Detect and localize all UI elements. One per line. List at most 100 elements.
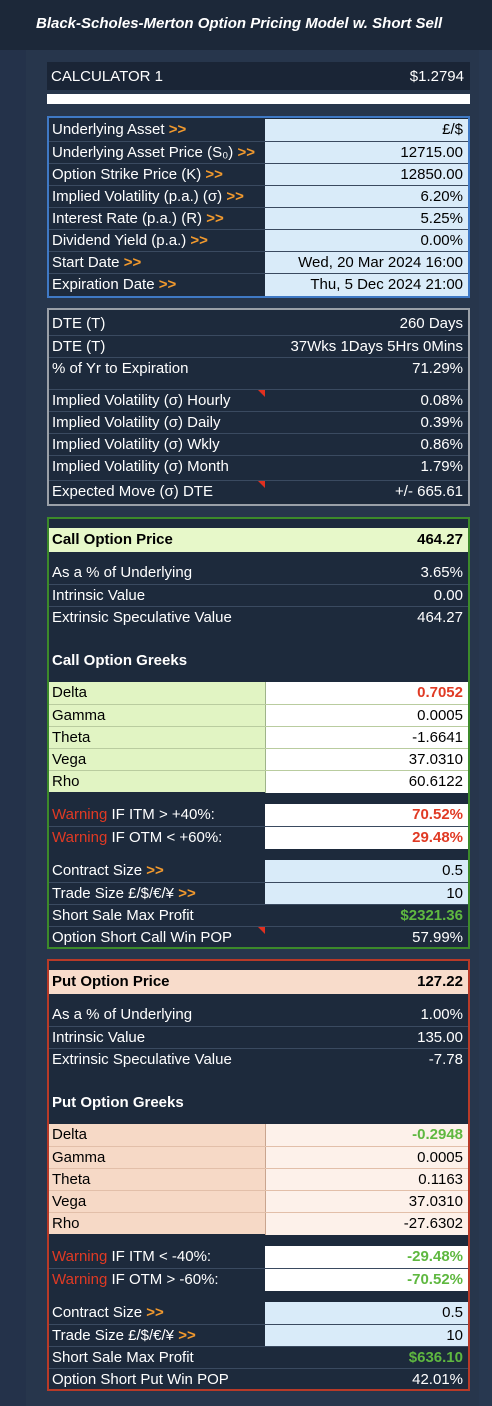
input-cell[interactable] — [265, 1302, 468, 1324]
input-value: 12850.00 — [400, 166, 463, 183]
row-label: Option Short Put Win POP — [52, 1371, 229, 1388]
put-max-profit-row: Short Sale Max Profit $636.10 — [49, 1346, 468, 1369]
row-value: 0.39% — [420, 414, 463, 431]
arrow-icon: >> — [146, 1304, 164, 1321]
warning-word: Warning — [52, 1271, 108, 1288]
input-cell[interactable] — [265, 274, 468, 296]
greek-label: Vega — [52, 751, 87, 768]
greek-label: Theta — [52, 1171, 91, 1188]
arrow-icon: >> — [205, 166, 223, 183]
input-row-start-date[interactable]: Start Date >> Wed, 20 Mar 2024 16:00 — [49, 251, 468, 274]
warning-label: IF ITM < -40%: — [107, 1248, 212, 1265]
row-label: Intrinsic Value — [52, 587, 146, 604]
input-cell[interactable] — [265, 208, 468, 230]
row-value: 0.00 — [433, 587, 463, 604]
input-row-asset[interactable]: Underlying Asset >> £/$ — [49, 119, 468, 141]
put-contract-size-row[interactable]: Contract Size >> 0.5 — [49, 1302, 468, 1324]
input-value: 5.25% — [420, 210, 463, 227]
warning-value: -29.48% — [407, 1248, 463, 1265]
put-price-value: 127.22 — [417, 973, 463, 990]
row-value: 1.00% — [420, 1006, 463, 1023]
comment-indicator-icon — [258, 390, 265, 397]
dte-weeks-row: DTE (T) 37Wks 1Days 5Hrs 0Mins — [49, 335, 468, 358]
put-price-row: Put Option Price 127.22 — [49, 970, 468, 994]
greek-value: 0.7052 — [417, 684, 463, 701]
row-value: +/- 665.61 — [395, 483, 463, 500]
call-trade-size-row[interactable]: Trade Size £/$/€/¥ >> 10 — [49, 882, 468, 905]
input-cell[interactable] — [265, 142, 468, 164]
row-value: 1.79% — [420, 458, 463, 475]
input-value: 0.00% — [420, 232, 463, 249]
row-value: 71.29% — [412, 360, 463, 377]
input-row-price[interactable]: Underlying Asset Price (S₀) >> 12715.00 — [49, 141, 468, 164]
put-trade-size-row[interactable]: Trade Size £/$/€/¥ >> 10 — [49, 1324, 468, 1347]
put-greeks-table: Delta -0.2948 Gamma 0.0005 Theta 0.1163 Veg… — [49, 1124, 468, 1235]
greek-label: Theta — [52, 729, 91, 746]
call-warning-itm-row: Warning IF ITM > +40%: 70.52% — [49, 804, 468, 826]
iv-monthly-row: Implied Volatility (σ) Month 1.79% — [49, 455, 468, 478]
greek-label: Rho — [52, 773, 80, 790]
put-stat-row: Extrinsic Speculative Value -7.78 — [49, 1048, 468, 1071]
row-label: As a % of Underlying — [52, 1006, 193, 1023]
input-label: Expiration Date — [52, 276, 155, 293]
input-row-strike[interactable]: Option Strike Price (K) >> 12850.00 — [49, 163, 468, 186]
input-value: Wed, 20 Mar 2024 16:00 — [298, 254, 463, 271]
warning-label: IF OTM < +60%: — [107, 829, 223, 846]
arrow-icon: >> — [158, 276, 177, 293]
row-value: -7.78 — [428, 1051, 463, 1068]
comment-indicator-icon — [258, 481, 265, 488]
greek-label: Delta — [52, 684, 88, 701]
row-label: Trade Size £/$/€/¥ — [52, 885, 175, 902]
input-label: Underlying Asset Price (S₀) — [52, 144, 234, 161]
row-label: Implied Volatility (σ) Hourly — [52, 392, 231, 409]
iv-daily-row: Implied Volatility (σ) Daily 0.39% — [49, 411, 468, 434]
put-option-panel: Put Option Price 127.22 As a % of Underly… — [47, 959, 470, 1391]
greek-row-gamma: Gamma 0.0005 — [49, 1146, 468, 1169]
arrow-icon: >> — [178, 1327, 196, 1344]
arrow-icon: >> — [237, 144, 255, 161]
call-greeks-table: Delta 0.7052 Gamma 0.0005 Theta -1.6641 Veg… — [49, 682, 468, 793]
call-option-panel: Call Option Price 464.27 As a % of Underl… — [47, 517, 470, 949]
greek-row-delta: Delta 0.7052 — [49, 682, 468, 704]
warning-word: Warning — [52, 806, 108, 823]
call-contract-size-row[interactable]: Contract Size >> 0.5 — [49, 860, 468, 882]
input-row-expiration[interactable]: Expiration Date >> Thu, 5 Dec 2024 21:00 — [49, 273, 468, 296]
row-value: 464.27 — [417, 609, 463, 626]
arrow-icon: >> — [190, 232, 208, 249]
input-label: Start Date — [52, 254, 120, 271]
row-label: Short Sale Max Profit — [52, 907, 194, 924]
greek-row-delta: Delta -0.2948 — [49, 1124, 468, 1146]
arrow-icon: >> — [178, 885, 196, 902]
input-cell[interactable] — [265, 186, 468, 208]
row-value: 10 — [446, 1327, 463, 1344]
row-label: Trade Size £/$/€/¥ — [52, 1327, 175, 1344]
input-cell[interactable] — [265, 230, 468, 252]
arrow-icon: >> — [123, 254, 142, 271]
greek-row-vega: Vega 37.0310 — [49, 1190, 468, 1213]
call-max-profit-row: Short Sale Max Profit $2321.36 — [49, 904, 468, 927]
expected-move-row: Expected Move (σ) DTE +/- 665.61 — [49, 480, 468, 503]
warning-value: 29.48% — [412, 829, 463, 846]
comment-indicator-icon — [258, 927, 265, 934]
warning-value: -70.52% — [407, 1271, 463, 1288]
input-row-interest[interactable]: Interest Rate (p.a.) (R) >> 5.25% — [49, 207, 468, 230]
input-row-dividend[interactable]: Dividend Yield (p.a.) >> 0.00% — [49, 229, 468, 252]
row-value: 10 — [446, 885, 463, 902]
row-label: Intrinsic Value — [52, 1029, 146, 1046]
row-value: 57.99% — [412, 929, 463, 946]
greek-value: 0.0005 — [417, 1149, 463, 1166]
input-cell[interactable] — [265, 883, 468, 905]
input-cell[interactable] — [265, 252, 468, 274]
row-label: Contract Size — [52, 862, 143, 879]
warning-word: Warning — [52, 1248, 108, 1265]
input-row-volatility[interactable]: Implied Volatility (p.a.) (σ) >> 6.20% — [49, 185, 468, 208]
input-cell[interactable] — [265, 1325, 468, 1347]
row-value: 37Wks 1Days 5Hrs 0Mins — [290, 338, 463, 355]
input-cell[interactable] — [265, 119, 468, 141]
input-cell[interactable] — [265, 164, 468, 186]
row-label: Implied Volatility (σ) Month — [52, 458, 229, 475]
greek-row-gamma: Gamma 0.0005 — [49, 704, 468, 727]
page-title: Black-Scholes-Merton Option Pricing Mode… — [36, 15, 443, 32]
input-cell[interactable] — [265, 860, 468, 882]
white-divider — [47, 94, 470, 104]
